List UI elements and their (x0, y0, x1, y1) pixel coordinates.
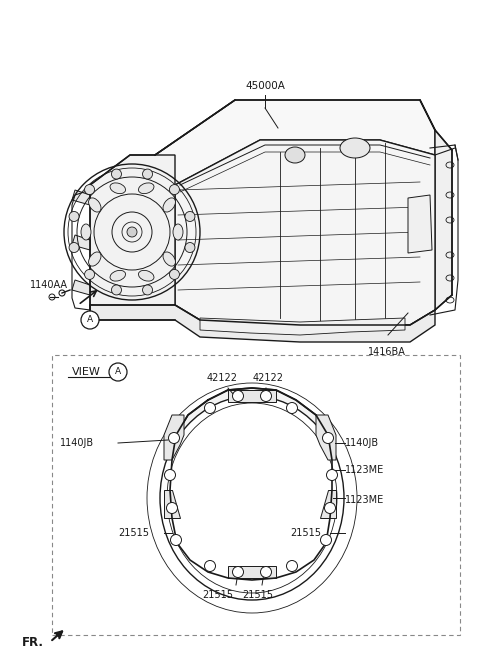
Polygon shape (228, 566, 276, 578)
Ellipse shape (285, 147, 305, 163)
Ellipse shape (173, 224, 183, 240)
Ellipse shape (261, 390, 272, 401)
Text: 1140AA: 1140AA (30, 280, 68, 290)
Ellipse shape (127, 227, 137, 237)
Text: 42122: 42122 (206, 373, 238, 383)
Ellipse shape (163, 252, 175, 266)
Ellipse shape (185, 243, 195, 253)
Ellipse shape (168, 432, 180, 443)
Text: 1416BA: 1416BA (368, 347, 406, 357)
Ellipse shape (138, 270, 154, 281)
Ellipse shape (143, 169, 153, 179)
Ellipse shape (321, 535, 332, 546)
Text: 42122: 42122 (252, 373, 284, 383)
Polygon shape (435, 130, 452, 310)
Polygon shape (175, 140, 435, 325)
Polygon shape (200, 318, 405, 335)
Ellipse shape (232, 390, 243, 401)
Text: 21515: 21515 (203, 590, 233, 600)
Text: 21515: 21515 (242, 590, 274, 600)
Text: 1123ME: 1123ME (345, 465, 384, 475)
Text: 1140JB: 1140JB (345, 438, 379, 448)
Polygon shape (164, 415, 184, 460)
Polygon shape (228, 390, 276, 402)
Ellipse shape (81, 224, 91, 240)
Ellipse shape (170, 535, 181, 546)
Text: 21515: 21515 (290, 528, 321, 538)
Circle shape (109, 363, 127, 381)
Ellipse shape (167, 502, 178, 514)
Text: FR.: FR. (22, 636, 44, 649)
Ellipse shape (340, 138, 370, 158)
Ellipse shape (89, 252, 101, 266)
Polygon shape (164, 490, 180, 518)
Text: A: A (115, 367, 121, 377)
Text: 1140JB: 1140JB (60, 438, 94, 448)
Ellipse shape (89, 198, 101, 212)
Ellipse shape (169, 184, 180, 195)
Ellipse shape (69, 243, 79, 253)
Ellipse shape (160, 396, 344, 600)
Ellipse shape (111, 285, 121, 295)
Ellipse shape (185, 211, 195, 222)
Ellipse shape (204, 403, 216, 413)
Ellipse shape (232, 567, 243, 577)
Bar (52, 355, 460, 635)
Polygon shape (320, 490, 336, 518)
Ellipse shape (84, 184, 95, 195)
Ellipse shape (165, 470, 176, 480)
Polygon shape (72, 280, 90, 295)
Ellipse shape (287, 560, 298, 571)
Ellipse shape (326, 470, 337, 480)
Polygon shape (408, 195, 432, 253)
Ellipse shape (143, 285, 153, 295)
Polygon shape (72, 190, 90, 205)
Polygon shape (72, 235, 90, 250)
Ellipse shape (111, 169, 121, 179)
Ellipse shape (138, 183, 154, 194)
Ellipse shape (69, 211, 79, 222)
Ellipse shape (287, 403, 298, 413)
Ellipse shape (323, 432, 334, 443)
Polygon shape (170, 388, 332, 580)
Text: A: A (87, 316, 93, 325)
Ellipse shape (110, 270, 126, 281)
Ellipse shape (163, 198, 175, 212)
Ellipse shape (110, 183, 126, 194)
Text: VIEW: VIEW (72, 367, 101, 377)
Polygon shape (90, 305, 435, 342)
Polygon shape (155, 100, 435, 185)
Polygon shape (316, 415, 336, 460)
Text: 45000A: 45000A (245, 81, 285, 91)
Ellipse shape (261, 567, 272, 577)
Ellipse shape (204, 560, 216, 571)
Ellipse shape (169, 270, 180, 279)
Text: 1123ME: 1123ME (345, 495, 384, 505)
Circle shape (81, 311, 99, 329)
Ellipse shape (324, 502, 336, 514)
Text: 21515: 21515 (118, 528, 149, 538)
Polygon shape (90, 155, 175, 310)
Ellipse shape (84, 270, 95, 279)
